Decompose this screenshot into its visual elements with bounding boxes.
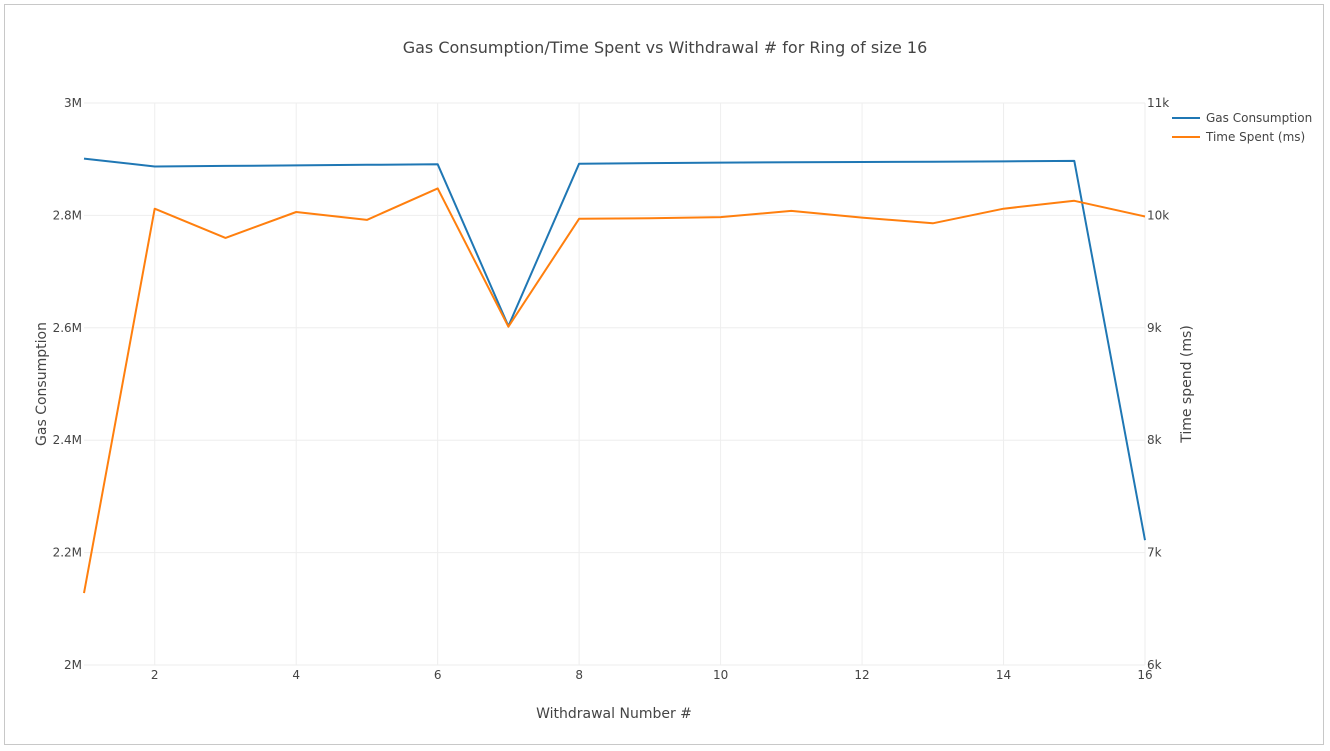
- x-tick-label: 8: [575, 668, 583, 682]
- y-tick-label: 2.4M: [53, 433, 82, 447]
- y-tick-label: 3M: [64, 96, 82, 110]
- legend-item-time-spent[interactable]: Time Spent (ms): [1172, 130, 1305, 144]
- series-line-time-spent: [83, 187, 1146, 594]
- chart-title: Gas Consumption/Time Spent vs Withdrawal…: [403, 38, 928, 57]
- tick-labels: 2 4 6 8 10 12 14 16 2M 2.2M 2.4M 2.6M 2.8M 3M 6k 7k 8k 9k…: [53, 96, 1170, 682]
- x-tick-label: 10: [713, 668, 728, 682]
- x-tick-label: 16: [1137, 668, 1152, 682]
- x-tick-label: 2: [151, 668, 159, 682]
- legend-item-gas-consumption[interactable]: Gas Consumption: [1172, 111, 1312, 125]
- legend[interactable]: Gas Consumption Time Spent (ms): [1172, 111, 1312, 144]
- series-line-gas-consumption: [83, 157, 1146, 541]
- x-tick-label: 14: [996, 668, 1011, 682]
- gridlines: [84, 102, 1146, 666]
- y2-tick-label: 11k: [1147, 96, 1169, 110]
- y-tick-label: 2.8M: [53, 208, 82, 222]
- legend-label-time-spent: Time Spent (ms): [1205, 130, 1305, 144]
- y2-tick-label: 6k: [1147, 658, 1162, 672]
- y2-tick-label: 10k: [1147, 208, 1169, 222]
- x-tick-label: 6: [434, 668, 442, 682]
- y-tick-label: 2.2M: [53, 546, 82, 560]
- y-axis-title: Gas Consumption: [34, 322, 50, 446]
- y2-tick-label: 9k: [1147, 321, 1162, 335]
- chart-frame: [4, 4, 1324, 745]
- y2-tick-label: 8k: [1147, 433, 1162, 447]
- y2-axis-title: Time spend (ms): [1179, 325, 1195, 444]
- x-axis-title: Withdrawal Number #: [536, 706, 692, 722]
- x-tick-label: 12: [854, 668, 869, 682]
- x-tick-label: 4: [292, 668, 300, 682]
- series-lines: [83, 157, 1146, 594]
- y-tick-label: 2M: [64, 658, 82, 672]
- y-tick-label: 2.6M: [53, 321, 82, 335]
- y2-tick-label: 7k: [1147, 546, 1162, 560]
- legend-label-gas-consumption: Gas Consumption: [1206, 111, 1312, 125]
